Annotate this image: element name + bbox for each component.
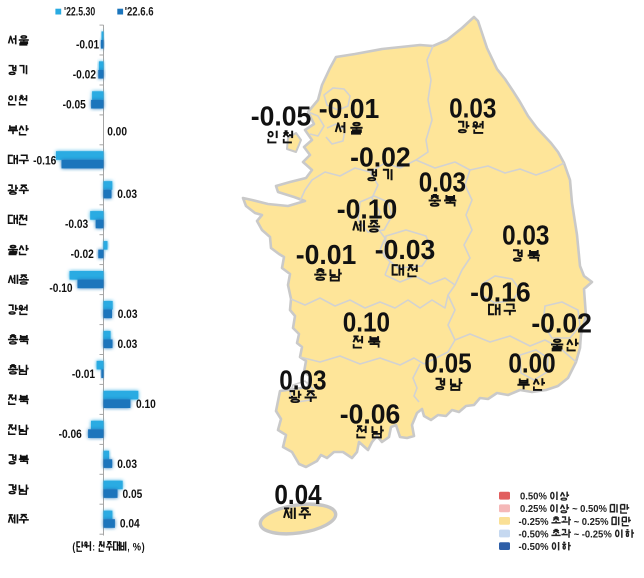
svg-text:-0.16: -0.16 xyxy=(33,154,56,168)
svg-text:~: ~ xyxy=(574,517,580,528)
svg-text:(: ( xyxy=(72,541,75,553)
svg-text:0.03: 0.03 xyxy=(279,365,326,396)
svg-text:-0.25%: -0.25% xyxy=(582,529,612,540)
svg-text:-0.01: -0.01 xyxy=(296,239,357,270)
svg-text:-0.01: -0.01 xyxy=(72,367,95,381)
svg-text:-0.01: -0.01 xyxy=(76,38,99,52)
svg-text:-0.25%: -0.25% xyxy=(519,517,549,528)
svg-text::: : xyxy=(93,541,95,553)
svg-text:0.03: 0.03 xyxy=(502,219,549,250)
svg-text:0.00: 0.00 xyxy=(107,125,127,139)
svg-text:0.03: 0.03 xyxy=(117,187,137,201)
svg-text:-0.06: -0.06 xyxy=(340,399,401,430)
svg-text:%: % xyxy=(133,541,141,553)
svg-text:-0.16: -0.16 xyxy=(470,277,531,308)
svg-text:0.05: 0.05 xyxy=(424,348,471,379)
svg-text:-0.05: -0.05 xyxy=(251,101,312,132)
svg-text:-0.02: -0.02 xyxy=(531,308,592,339)
svg-text:0.03: 0.03 xyxy=(118,307,138,321)
svg-text:-0.50%: -0.50% xyxy=(519,542,549,553)
svg-text:0.50%: 0.50% xyxy=(520,492,547,503)
svg-text:0.25%: 0.25% xyxy=(520,504,547,515)
svg-text:0.25%: 0.25% xyxy=(582,517,609,528)
svg-text:-0.05: -0.05 xyxy=(63,97,86,111)
svg-text:-0.02: -0.02 xyxy=(350,141,411,172)
svg-text:0.03: 0.03 xyxy=(117,457,137,471)
svg-text:0.10: 0.10 xyxy=(136,397,156,411)
svg-text:): ) xyxy=(142,541,145,553)
svg-text:-0.01: -0.01 xyxy=(319,93,380,124)
svg-text:0.03: 0.03 xyxy=(449,92,496,123)
svg-text:-0.02: -0.02 xyxy=(73,68,96,82)
svg-text:0.04: 0.04 xyxy=(274,479,322,510)
svg-text:0.50%: 0.50% xyxy=(580,504,607,515)
svg-text:-0.06: -0.06 xyxy=(59,427,82,441)
svg-text:0.03: 0.03 xyxy=(118,337,138,351)
svg-text:-0.02: -0.02 xyxy=(71,247,94,261)
svg-text:~: ~ xyxy=(574,529,580,540)
svg-text:0.10: 0.10 xyxy=(343,307,390,338)
svg-text:'22.5.30: '22.5.30 xyxy=(64,5,95,19)
svg-text:~: ~ xyxy=(572,504,578,515)
svg-text:-0.10: -0.10 xyxy=(49,281,72,295)
svg-text:0.04: 0.04 xyxy=(120,517,140,531)
svg-text:0.05: 0.05 xyxy=(123,487,143,501)
svg-text:-0.03: -0.03 xyxy=(375,234,436,265)
svg-text:'22.6.6: '22.6.6 xyxy=(125,5,154,19)
svg-text:-0.50%: -0.50% xyxy=(519,529,549,540)
svg-text:-0.03: -0.03 xyxy=(65,217,88,231)
svg-text:0.00: 0.00 xyxy=(508,348,555,379)
svg-text:-0.10: -0.10 xyxy=(337,194,398,225)
svg-text:,: , xyxy=(128,541,130,553)
svg-text:0.03: 0.03 xyxy=(419,167,466,198)
